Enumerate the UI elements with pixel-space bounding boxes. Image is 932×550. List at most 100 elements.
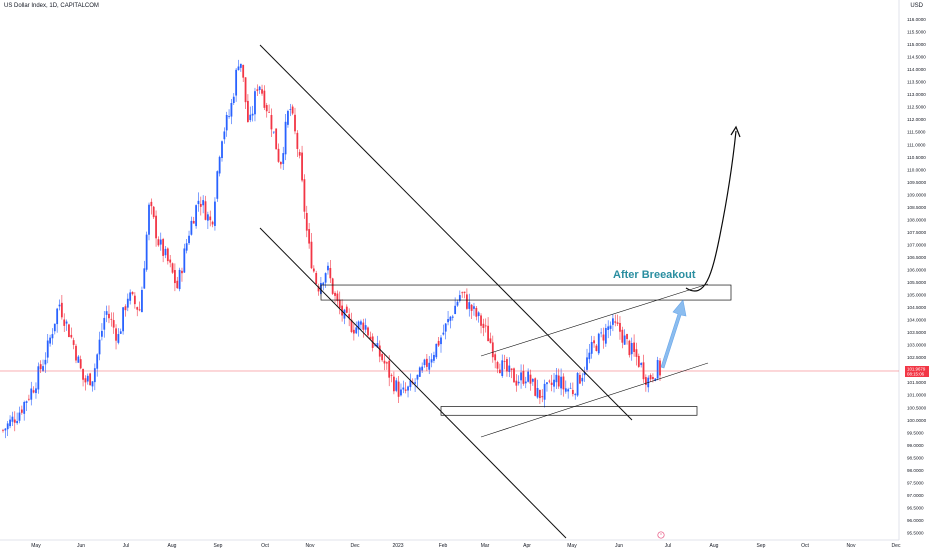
y-tick-label: 100.5000 [907, 405, 927, 410]
y-tick-label: 113.0000 [907, 92, 926, 97]
candle-body [216, 171, 219, 199]
candle-body [4, 428, 7, 431]
candle-body [124, 306, 127, 311]
y-tick-label: 96.5000 [907, 505, 924, 510]
candle-body [228, 116, 230, 117]
candle-body [334, 292, 336, 296]
candle-body [619, 322, 621, 332]
candle-body [635, 349, 638, 357]
candle-body [546, 382, 548, 385]
candle-body [331, 278, 334, 294]
candle-body [190, 220, 193, 235]
resistance-zone-box [320, 284, 732, 301]
candle-body [600, 332, 603, 334]
y-tick-label: 110.5000 [907, 155, 926, 160]
candle-body [531, 378, 534, 382]
x-tick-label: 2023 [392, 543, 403, 549]
candle-body [388, 360, 391, 378]
candle-body [442, 332, 445, 335]
candle-body [555, 374, 558, 383]
candle-body [263, 90, 266, 108]
candle-body [103, 317, 106, 330]
candle-body [350, 319, 353, 332]
candle-body [409, 380, 412, 388]
candle-body [235, 69, 238, 96]
candle-body [522, 370, 525, 384]
candle-body [480, 315, 482, 326]
candle-body [105, 311, 108, 315]
candle-body [489, 338, 492, 343]
candle-body [136, 307, 139, 310]
candle-body [221, 141, 223, 159]
candle-body [202, 200, 205, 206]
candle-body [644, 377, 647, 385]
candle-body [484, 325, 487, 327]
candle-body [209, 216, 212, 221]
candle-body [96, 354, 99, 369]
candle-body [183, 248, 186, 273]
candle-body [364, 325, 367, 330]
candle-body [188, 235, 190, 244]
candle-body [237, 66, 240, 71]
candle-body [159, 239, 162, 245]
x-tick-label: Apr [523, 543, 531, 549]
candle-body [543, 383, 546, 400]
descending-channel-upper-line [259, 44, 633, 421]
x-tick-label: Jun [77, 543, 85, 549]
candle-body [242, 64, 245, 78]
candle-body [352, 329, 355, 334]
candle-body [418, 367, 421, 377]
candle-body [298, 152, 301, 156]
candle-body [637, 355, 640, 367]
y-tick-label: 106.5000 [907, 255, 927, 260]
candle-body [430, 359, 433, 363]
candle-body [197, 200, 200, 205]
y-tick-label: 110.0000 [907, 167, 926, 172]
candle-body [468, 302, 471, 309]
x-tick-label: May [567, 543, 577, 549]
candle-body [593, 340, 595, 344]
candle-body [148, 204, 150, 235]
candle-body [211, 221, 214, 225]
candle-body [251, 113, 254, 116]
x-tick-label: Jul [665, 543, 671, 549]
candle-body [329, 268, 332, 279]
candle-body [390, 374, 393, 376]
candle-body [659, 360, 661, 376]
y-tick-label: 102.5000 [907, 355, 927, 360]
candle-body [503, 361, 506, 362]
candle-body [437, 340, 440, 346]
candle-body [397, 381, 400, 397]
y-tick-label: 108.5000 [907, 205, 927, 210]
chart-title: US Dollar Index, 1D, CAPITALCOM [4, 3, 99, 9]
candle-body [101, 330, 103, 337]
rising-channel-upper-line [480, 283, 709, 357]
y-tick-label: 115.5000 [907, 30, 926, 35]
candle-body [604, 328, 607, 344]
x-tick-label: Dec [351, 543, 360, 549]
y-tick-label: 100.0000 [907, 418, 927, 423]
x-tick-label: Jul [123, 543, 129, 549]
candle-body [501, 360, 504, 376]
candle-body [51, 334, 54, 339]
x-tick-label: Aug [168, 543, 177, 549]
clock-icon [657, 531, 665, 539]
candle-body [275, 128, 278, 150]
candle-body [18, 412, 21, 421]
candle-body [433, 354, 435, 361]
candle-body [557, 375, 560, 387]
candle-body [626, 334, 628, 340]
candle-body [498, 369, 501, 374]
candle-body [654, 378, 657, 381]
candle-body [491, 342, 494, 358]
candle-body [261, 89, 263, 94]
candle-body [42, 366, 44, 371]
y-tick-label: 96.0000 [907, 518, 924, 523]
candle-body [284, 121, 287, 155]
y-tick-label: 107.5000 [907, 230, 927, 235]
candle-body [169, 259, 172, 263]
candle-body [482, 323, 485, 328]
candle-body [157, 239, 160, 246]
